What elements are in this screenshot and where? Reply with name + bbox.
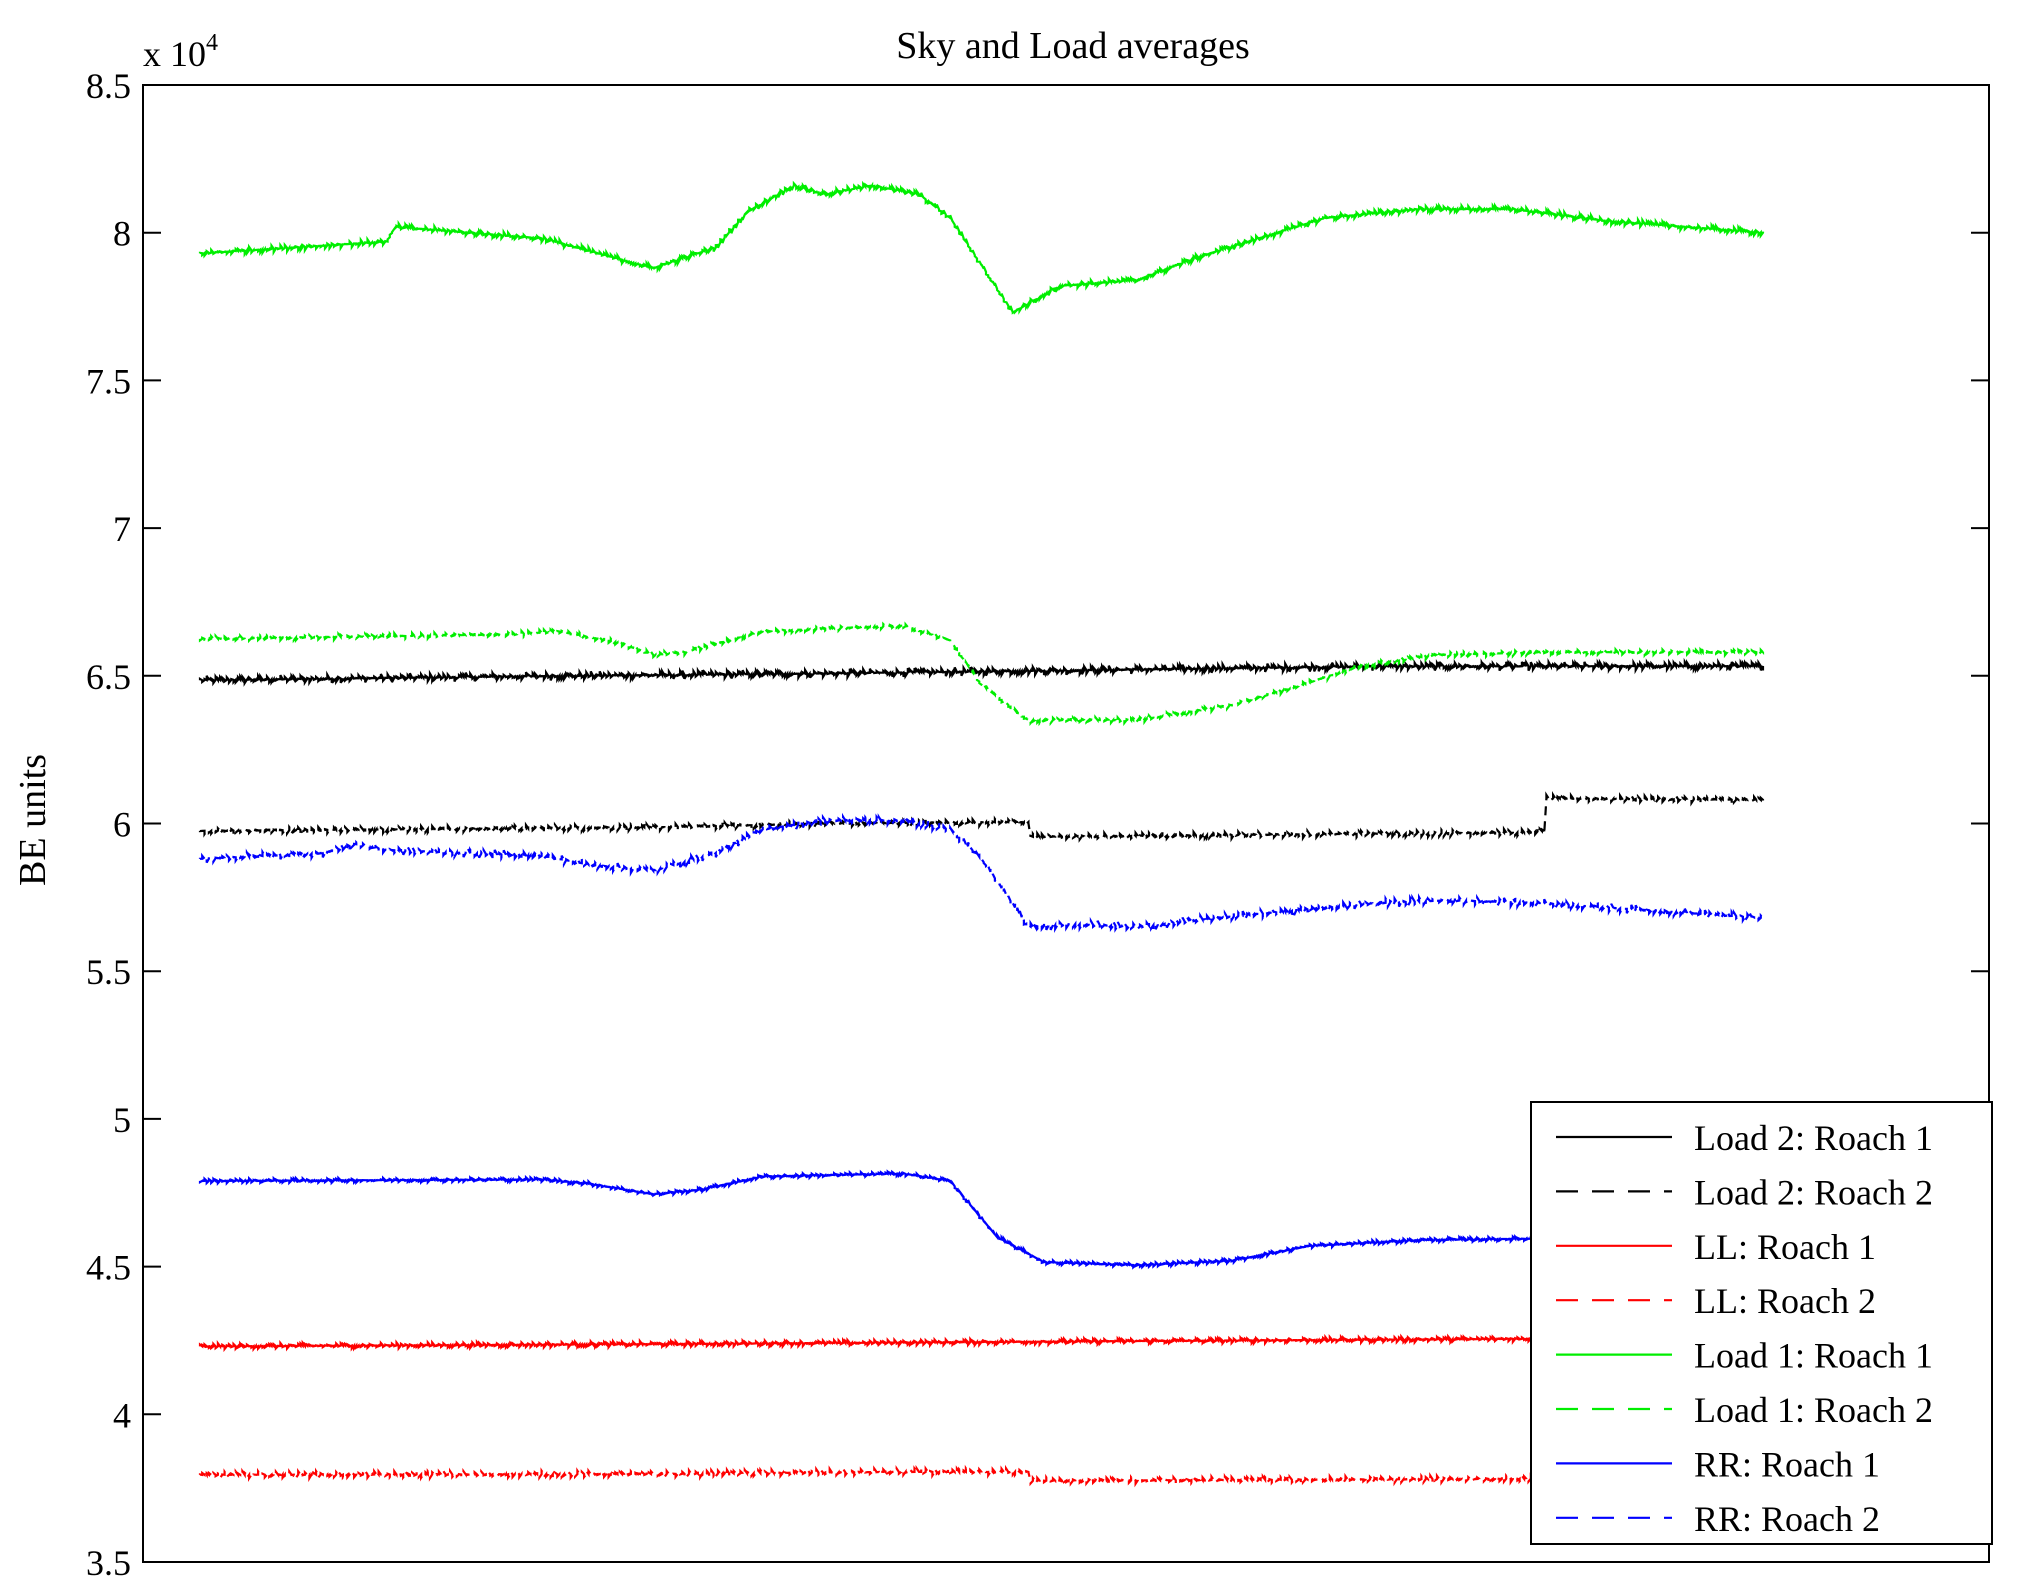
y-multiplier: x 104 [143, 30, 218, 74]
y-tick-label: 4.5 [86, 1248, 131, 1288]
y-tick-label: 5 [113, 1100, 131, 1140]
legend-label: Load 1: Roach 2 [1694, 1390, 1933, 1430]
series-line-4 [198, 1464, 1765, 1488]
series-layer [198, 180, 1765, 1488]
plot-area-frame [142, 84, 1990, 1563]
y-tick-label: 7 [113, 509, 131, 549]
y-tick-label: 4 [113, 1395, 131, 1435]
series-line-6 [198, 620, 1765, 727]
y-axis-label: BE units [12, 754, 54, 886]
series-line-1 [198, 657, 1765, 687]
legend-label: Load 1: Roach 1 [1694, 1336, 1933, 1376]
y-tick-label: 8.5 [86, 66, 131, 106]
series-line-5 [198, 180, 1765, 315]
legend-box [1530, 1101, 1993, 1545]
series-line-3 [198, 1331, 1765, 1353]
y-tick-label: 6.5 [86, 657, 131, 697]
legend-label: RR: Roach 2 [1694, 1499, 1880, 1539]
y-ticks: 3.5 4 4.5 5 5.5 6 6.5 7 7.5 8 8.5 [86, 66, 1989, 1583]
chart-title: Sky and Load averages [896, 25, 1250, 67]
legend-label: LL: Roach 2 [1694, 1281, 1876, 1321]
legend-label: Load 2: Roach 1 [1694, 1118, 1933, 1158]
y-tick-label: 3.5 [86, 1543, 131, 1583]
y-tick-label: 7.5 [86, 361, 131, 401]
series-line-8 [198, 812, 1765, 934]
series-line-7 [198, 1169, 1765, 1270]
y-tick-label: 8 [113, 214, 131, 254]
y-multiplier-exponent: 4 [206, 30, 218, 56]
y-multiplier-base: x 10 [143, 34, 206, 74]
y-tick-label: 6 [113, 805, 131, 845]
legend-label: RR: Roach 1 [1694, 1444, 1880, 1484]
legend: Load 2: Roach 1 Load 2: Roach 2 LL: Roach … [1530, 1101, 1993, 1545]
y-tick-label: 5.5 [86, 952, 131, 992]
legend-label: Load 2: Roach 2 [1694, 1172, 1933, 1212]
series-line-2 [198, 790, 1765, 843]
legend-label: LL: Roach 1 [1694, 1227, 1876, 1267]
